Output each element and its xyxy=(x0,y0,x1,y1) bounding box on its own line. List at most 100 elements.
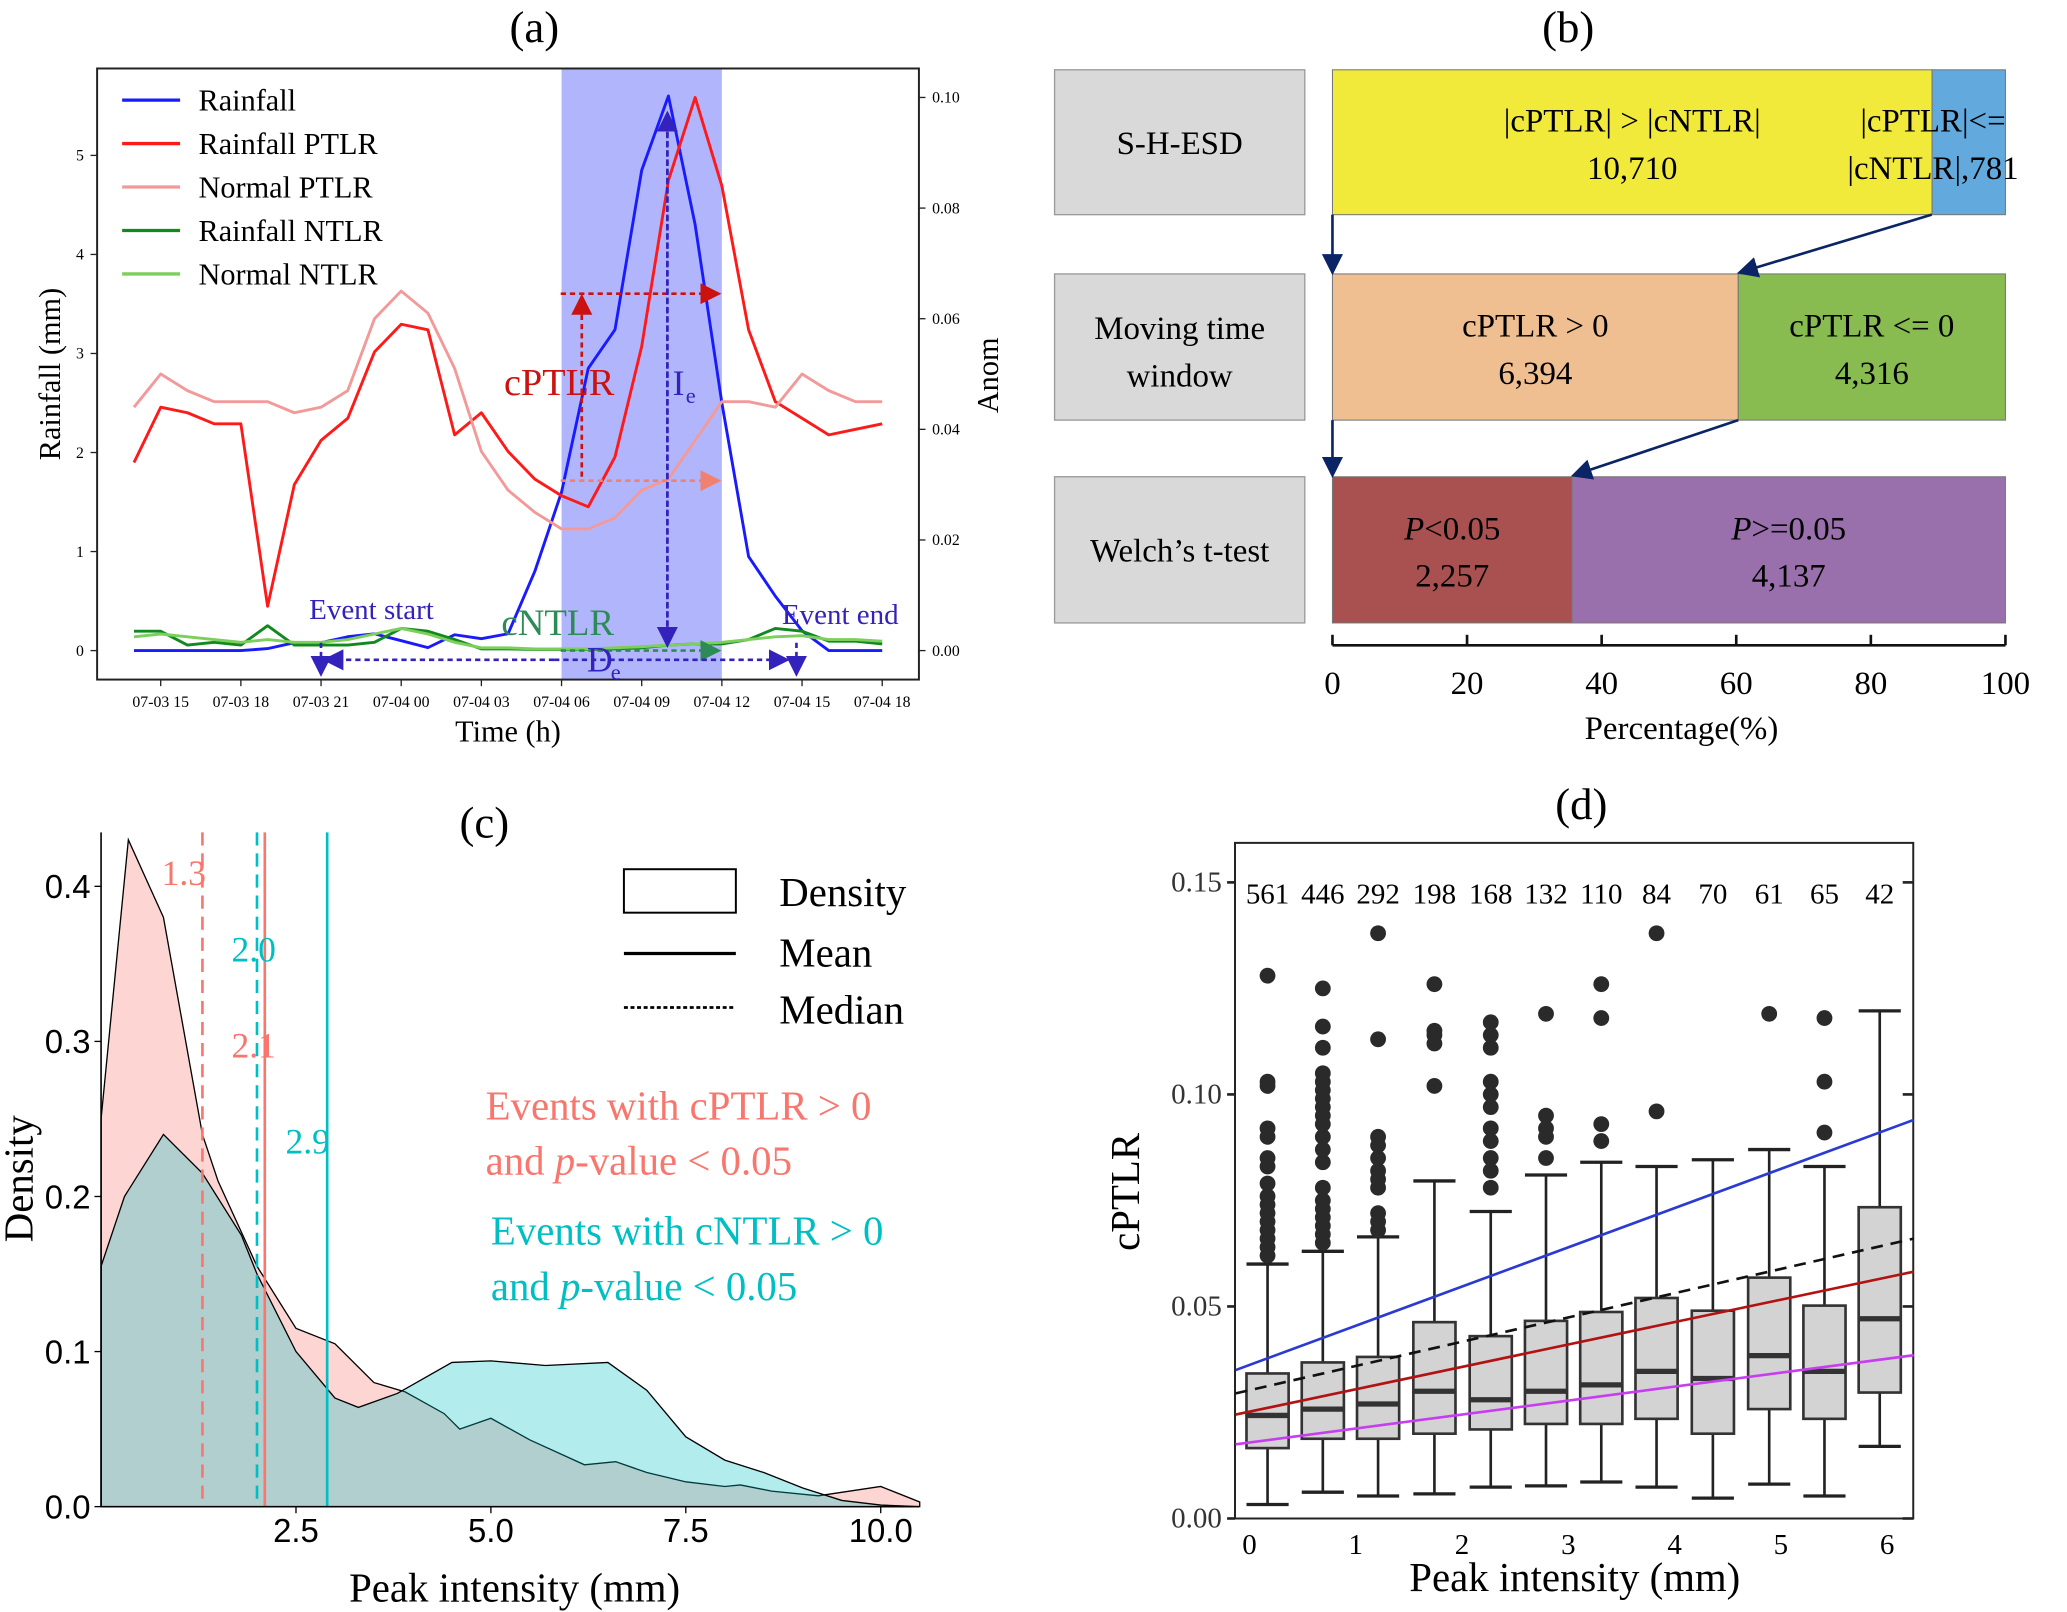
box-count-label: 61 xyxy=(1755,878,1784,910)
bar-segment xyxy=(1571,476,2006,624)
outlier-point xyxy=(1370,1150,1386,1166)
y-right-tick-label: 0.10 xyxy=(932,90,960,107)
series-label-part: p xyxy=(557,1264,580,1309)
x-tick-label: 07-04 15 xyxy=(774,694,831,711)
series-label-part: -value < 0.05 xyxy=(580,1264,797,1309)
segment-count-value: 4,137 xyxy=(1752,559,1826,595)
legend-label: Rainfall xyxy=(199,84,297,118)
x-tick-label: 2.5 xyxy=(273,1512,319,1549)
x-tick-label: 40 xyxy=(1585,666,1618,702)
box-2 xyxy=(1355,925,1401,1498)
y-tick-label: 5 xyxy=(76,148,84,165)
y-tick-label: 0.4 xyxy=(45,868,91,905)
outlier-point xyxy=(1482,1086,1499,1103)
outlier-point xyxy=(1314,1192,1331,1209)
outlier-point xyxy=(1482,1120,1499,1137)
outlier-point xyxy=(1370,925,1386,942)
row-label-box xyxy=(1053,69,1306,216)
box-count-label: 561 xyxy=(1246,878,1289,910)
outlier-point xyxy=(1370,1031,1386,1048)
series-label-part: -value < 0.05 xyxy=(575,1139,792,1184)
legend-label: Rainfall PTLR xyxy=(199,127,379,161)
x-tick-label: 80 xyxy=(1854,666,1887,702)
segment-count: |cNTLR|,781 xyxy=(1847,151,2018,187)
flow-arrow xyxy=(1736,213,1933,278)
row-label-box xyxy=(1053,476,1306,624)
outlier-point xyxy=(1482,1039,1499,1056)
box-7 xyxy=(1634,925,1679,1489)
outlier-point xyxy=(1259,967,1276,984)
panel-d-frame xyxy=(1234,841,1915,1520)
outlier-point xyxy=(1482,1073,1499,1090)
segment-label: P<0.05 xyxy=(1403,511,1500,547)
outlier-point xyxy=(1314,1065,1331,1082)
segment-count-value: 6,394 xyxy=(1498,356,1572,392)
y-right-tick-label: 0.04 xyxy=(932,422,960,439)
box-8 xyxy=(1690,1158,1736,1500)
y-tick-label: 0.3 xyxy=(45,1023,91,1060)
mean-value-label: 2.9 xyxy=(285,1122,329,1162)
x-tick-label: 3 xyxy=(1561,1529,1575,1561)
series-label-part: and xyxy=(486,1139,555,1184)
row-label: Moving time xyxy=(1094,311,1265,347)
y-right-tick-label: 0.00 xyxy=(932,643,960,660)
segment-label-text: |cPTLR|<= xyxy=(1860,104,2005,140)
box-count-label: 132 xyxy=(1524,878,1567,910)
x-tick-label: 0 xyxy=(1324,666,1340,702)
outlier-point xyxy=(1538,1120,1554,1137)
series-line-rainfall-ptlr xyxy=(132,96,883,608)
y-tick-label: 0.00 xyxy=(1171,1503,1222,1535)
outlier-point xyxy=(1482,1179,1499,1196)
y-tick-label: 0.2 xyxy=(45,1178,91,1215)
outlier-point xyxy=(1648,925,1665,942)
box-0 xyxy=(1245,967,1290,1507)
segment-label-italic: P xyxy=(1730,511,1751,547)
y-tick-label: 0.0 xyxy=(45,1488,91,1525)
series-label: Events with cNTLR > 0 xyxy=(491,1209,884,1254)
segment-label: |cPTLR| > |cNTLR| xyxy=(1504,104,1761,140)
outlier-point xyxy=(1648,1103,1665,1120)
y-right-tick-label: 0.02 xyxy=(932,532,960,549)
x-axis-label: Percentage(%) xyxy=(1585,711,1779,747)
panel-c-title: (c) xyxy=(459,798,509,848)
panel-b: (b) S-H-ESD |cPTLR| > |cNTLR| 10,710 |cPTLR|… xyxy=(1053,2,2030,747)
outlier-point xyxy=(1538,1150,1554,1166)
x-tick-label: 07-04 09 xyxy=(613,694,670,711)
panel-d: (d)561 446 292 198 168 132 110 84 70 61 65 420.000.… xyxy=(1103,779,1915,1600)
y-tick-label: 1 xyxy=(76,544,84,561)
y-axis-label: Density xyxy=(0,1115,42,1243)
legend-mean-label: Mean xyxy=(779,931,872,976)
panel-a: (a) Rainfall Rainfall PTLR Normal PTLR Rainf… xyxy=(33,2,1005,748)
box-4 xyxy=(1468,1014,1514,1489)
segment-count-value: 10,710 xyxy=(1587,151,1678,187)
box-count-label: 292 xyxy=(1356,878,1399,910)
segment-count: 10,710 xyxy=(1587,151,1678,187)
bar-segment xyxy=(1737,273,2006,421)
event-end-label: Event end xyxy=(782,599,899,631)
series-label-part: and xyxy=(491,1264,560,1309)
y-tick-label: 0 xyxy=(76,643,84,660)
outlier-point xyxy=(1259,1073,1276,1090)
series-line-normal-ntlr xyxy=(133,627,883,651)
box-iqr xyxy=(1690,1309,1736,1435)
legend-label: Normal PTLR xyxy=(199,171,374,205)
y-tick-label: 3 xyxy=(76,346,84,363)
row-label-box xyxy=(1053,273,1306,421)
box-iqr xyxy=(1300,1361,1346,1441)
outlier-point xyxy=(1538,1107,1554,1124)
box-iqr xyxy=(1802,1304,1847,1421)
box-count-label: 110 xyxy=(1580,878,1622,910)
x-tick-label: 07-03 15 xyxy=(132,694,189,711)
box-count-label: 84 xyxy=(1642,878,1671,910)
panel-a-title: (a) xyxy=(510,2,560,52)
box-iqr xyxy=(1746,1276,1792,1411)
y-right-axis-label: Anom xyxy=(971,337,1005,413)
series-line-rainfall xyxy=(133,94,883,653)
segment-label-line2: |cNTLR|, xyxy=(1847,151,1969,187)
box-count-label: 42 xyxy=(1865,878,1894,910)
box-count-label: 168 xyxy=(1469,878,1512,910)
row-label: Welch’s t-test xyxy=(1090,534,1269,570)
segment-count: 4,137 xyxy=(1752,559,1826,595)
segment-label-text: |cPTLR| > |cNTLR| xyxy=(1504,104,1761,140)
x-tick-label: 07-04 18 xyxy=(854,694,911,711)
